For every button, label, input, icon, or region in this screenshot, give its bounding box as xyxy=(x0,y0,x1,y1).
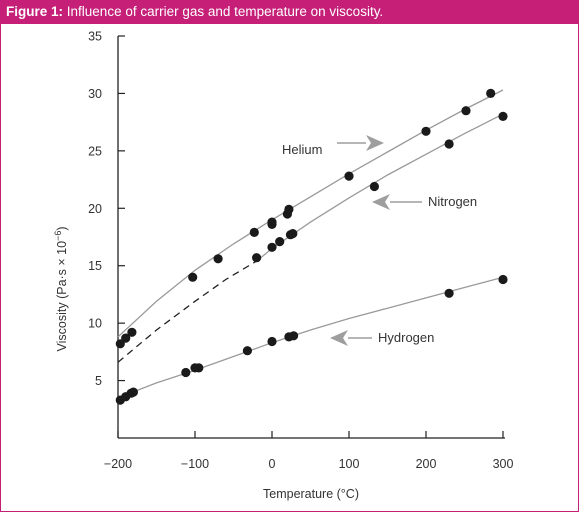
y-tick-label: 35 xyxy=(88,30,102,44)
hydrogen-data-point xyxy=(498,274,508,285)
helium-data-point xyxy=(127,327,137,337)
nitrogen-extrapolated-curve xyxy=(117,260,257,363)
helium-data-point xyxy=(461,106,471,116)
x-tick-label: −100 xyxy=(181,457,209,471)
nitrogen-data-point xyxy=(444,139,454,149)
helium-arrow-head xyxy=(366,135,384,151)
series-points xyxy=(115,88,508,405)
nitrogen-data-point xyxy=(275,237,285,247)
y-axis-label-main: Viscosity (Pa·s × 10 xyxy=(55,241,69,352)
helium-data-point xyxy=(344,171,354,181)
helium-curve xyxy=(117,89,504,338)
nitrogen-data-point xyxy=(288,229,298,239)
y-axis-label-close: ) xyxy=(55,226,69,230)
y-tick-label: 30 xyxy=(88,87,102,101)
x-tick-label: 200 xyxy=(416,457,437,471)
x-tick-label: 300 xyxy=(493,457,514,471)
x-axis-label: Temperature (°C) xyxy=(263,487,359,501)
nitrogen-data-point xyxy=(369,181,379,192)
helium-data-point xyxy=(249,227,259,237)
viscosity-chart: 5 10 15 20 25 30 35 −200 −100 0 100 200 300 Helium Ni… xyxy=(53,30,513,502)
series-curves xyxy=(117,89,504,399)
nitrogen-data-point xyxy=(252,253,262,263)
hydrogen-data-point xyxy=(267,336,277,347)
helium-data-point xyxy=(121,333,131,343)
hydrogen-arrow-head xyxy=(330,330,348,346)
helium-data-point xyxy=(284,204,294,214)
y-tick-label: 25 xyxy=(88,144,102,158)
helium-data-point xyxy=(188,272,198,282)
x-tick-label: 100 xyxy=(339,457,360,471)
hydrogen-series-label: Hydrogen xyxy=(378,330,434,345)
nitrogen-series-label: Nitrogen xyxy=(428,194,477,209)
hydrogen-data-point xyxy=(444,288,454,298)
figure-caption: Influence of carrier gas and temperature… xyxy=(66,4,384,19)
figure-title-bar: Figure 1: Influence of carrier gas and t… xyxy=(0,0,579,24)
hydrogen-data-point xyxy=(128,387,138,397)
figure-label: Figure 1: xyxy=(6,4,64,19)
hydrogen-data-point xyxy=(181,367,191,378)
y-axis-label-exponent: −6 xyxy=(53,231,63,241)
y-tick-label: 10 xyxy=(88,317,102,331)
hydrogen-data-point xyxy=(242,346,252,356)
helium-data-point xyxy=(421,126,431,136)
helium-data-point xyxy=(267,219,277,229)
axes: 5 10 15 20 25 30 35 −200 −100 0 100 200 300 xyxy=(88,30,513,472)
y-tick-label: 5 xyxy=(95,374,102,388)
x-tick-label: 0 xyxy=(269,457,276,471)
helium-data-point xyxy=(115,339,125,349)
x-tick-label: −200 xyxy=(104,457,132,471)
hydrogen-data-point xyxy=(289,331,299,341)
helium-series-label: Helium xyxy=(282,142,322,157)
helium-data-point xyxy=(486,88,496,98)
nitrogen-curve xyxy=(256,113,504,262)
y-tick-label: 15 xyxy=(88,259,102,273)
nitrogen-data-point xyxy=(498,111,508,121)
y-tick-label: 20 xyxy=(88,202,102,216)
series-annotations: Helium Nitrogen Hydrogen xyxy=(282,135,477,346)
nitrogen-arrow-head xyxy=(372,194,390,210)
hydrogen-data-point xyxy=(194,363,204,373)
helium-data-point xyxy=(213,254,223,264)
y-axis-label: Viscosity (Pa·s × 10−6) xyxy=(53,226,69,351)
nitrogen-data-point xyxy=(267,242,277,252)
